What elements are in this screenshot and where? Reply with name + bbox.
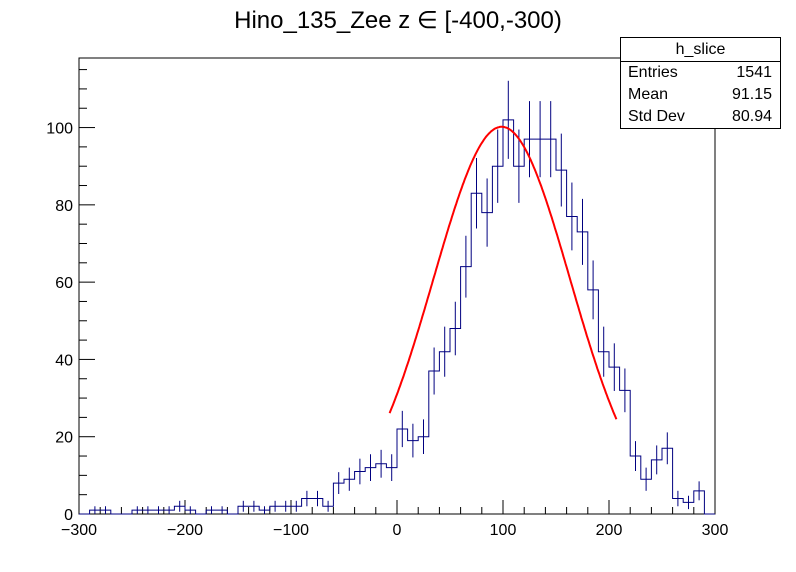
x-tick-label: 0 (393, 522, 402, 539)
gaussian-fit-curve (388, 125, 618, 420)
x-tick-label: 100 (490, 522, 517, 539)
y-tick-label: 60 (55, 275, 73, 292)
stats-mean-label: Mean (628, 86, 669, 103)
y-tick-label: 80 (55, 198, 73, 215)
x-tick-label: −200 (167, 522, 203, 539)
stats-name: h_slice (621, 38, 780, 62)
x-tick-label: −300 (61, 522, 97, 539)
y-tick-label: 20 (55, 430, 73, 447)
stats-mean-value: 91.15 (731, 86, 772, 103)
stats-box: h_slice Entries 1541 Mean 91.15 Std Dev … (620, 37, 781, 129)
histogram-steps (79, 119, 715, 515)
stats-mean-row: Mean 91.15 (621, 84, 780, 106)
stats-entries-value: 1541 (736, 64, 772, 81)
y-tick-label: 40 (55, 352, 73, 369)
stats-stddev-value: 80.94 (731, 108, 772, 125)
tick-labels: −300 −200 −100 0 100 200 300 0 20 40 60 80 100 (46, 121, 728, 539)
x-tick-label: 300 (702, 522, 729, 539)
stats-entries-row: Entries 1541 (621, 62, 780, 84)
y-tick-label: 0 (64, 507, 73, 524)
chart-title: Hino_135_Zee z ∈ [-400,-300) (234, 7, 562, 34)
x-tick-label: 200 (596, 522, 623, 539)
stats-entries-label: Entries (628, 64, 678, 81)
stats-stddev-label: Std Dev (628, 108, 685, 125)
x-tick-label: −100 (273, 522, 309, 539)
stats-stddev-row: Std Dev 80.94 (621, 106, 780, 128)
y-tick-label: 100 (46, 121, 73, 138)
